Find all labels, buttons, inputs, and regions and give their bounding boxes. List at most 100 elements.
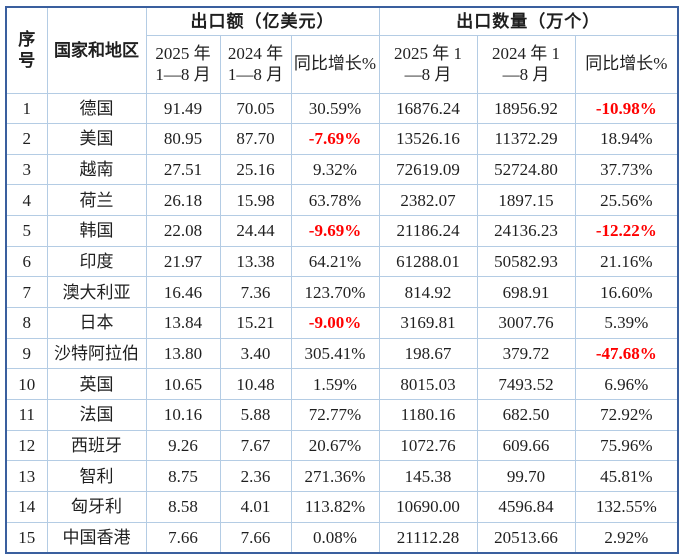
cell-value-2025: 10.16 xyxy=(145,399,221,431)
cell-qty-growth: 37.73% xyxy=(574,153,679,186)
header-qty-2024: 2024 年 1 —8 月 xyxy=(476,34,576,94)
header-group-export-quantity: 出口数量（万个） xyxy=(378,6,679,36)
table-body: 1 德国 91.49 70.05 30.59% 16876.24 18956.9… xyxy=(5,92,679,554)
cell-value-2024: 25.16 xyxy=(219,153,292,186)
cell-value-2024: 7.67 xyxy=(219,429,292,462)
cell-qty-2024: 4596.84 xyxy=(476,491,576,523)
cell-value-growth: 271.36% xyxy=(290,460,380,493)
cell-qty-growth: -47.68% xyxy=(574,337,679,370)
cell-qty-growth: 45.81% xyxy=(574,460,679,493)
cell-qty-2025: 21112.28 xyxy=(378,521,478,554)
cell-value-2025: 7.66 xyxy=(145,521,221,554)
cell-qty-2024: 50582.93 xyxy=(476,245,576,278)
cell-country: 英国 xyxy=(46,368,147,401)
cell-qty-2024: 609.66 xyxy=(476,429,576,462)
cell-country: 沙特阿拉伯 xyxy=(46,337,147,370)
cell-country: 越南 xyxy=(46,153,147,186)
cell-country: 智利 xyxy=(46,460,147,493)
cell-serial: 8 xyxy=(5,307,48,339)
cell-value-2024: 15.98 xyxy=(219,184,292,217)
cell-qty-2024: 3007.76 xyxy=(476,307,576,339)
cell-qty-2025: 1180.16 xyxy=(378,399,478,431)
cell-value-2025: 80.95 xyxy=(145,123,221,155)
header-value-2025: 2025 年 1—8 月 xyxy=(145,34,221,94)
cell-serial: 7 xyxy=(5,276,48,309)
table-row: 10 英国 10.65 10.48 1.59% 8015.03 7493.52 … xyxy=(5,368,679,401)
table-row: 15 中国香港 7.66 7.66 0.08% 21112.28 20513.6… xyxy=(5,521,679,554)
cell-serial: 10 xyxy=(5,368,48,401)
cell-serial: 2 xyxy=(5,123,48,155)
cell-value-growth: -7.69% xyxy=(290,123,380,155)
cell-qty-2025: 3169.81 xyxy=(378,307,478,339)
cell-country: 荷兰 xyxy=(46,184,147,217)
cell-value-2024: 2.36 xyxy=(219,460,292,493)
cell-qty-2025: 1072.76 xyxy=(378,429,478,462)
cell-value-2025: 8.75 xyxy=(145,460,221,493)
cell-value-2024: 24.44 xyxy=(219,215,292,247)
cell-serial: 14 xyxy=(5,491,48,523)
table-row: 1 德国 91.49 70.05 30.59% 16876.24 18956.9… xyxy=(5,92,679,125)
cell-value-2024: 7.66 xyxy=(219,521,292,554)
table-header: 序 号 国家和地区 出口额（亿美元） 出口数量（万个） 2025 年 1—8 月… xyxy=(5,6,679,94)
cell-serial: 15 xyxy=(5,521,48,554)
cell-qty-growth: -12.22% xyxy=(574,215,679,247)
cell-value-2025: 91.49 xyxy=(145,92,221,125)
cell-value-2025: 13.84 xyxy=(145,307,221,339)
cell-value-2025: 8.58 xyxy=(145,491,221,523)
cell-value-growth: 64.21% xyxy=(290,245,380,278)
header-group-export-value: 出口额（亿美元） xyxy=(145,6,380,36)
cell-value-growth: 305.41% xyxy=(290,337,380,370)
cell-country: 法国 xyxy=(46,399,147,431)
cell-qty-2024: 24136.23 xyxy=(476,215,576,247)
header-row-groups: 序 号 国家和地区 出口额（亿美元） 出口数量（万个） xyxy=(5,6,679,94)
cell-value-2024: 13.38 xyxy=(219,245,292,278)
header-value-2024: 2024 年 1—8 月 xyxy=(219,34,292,94)
cell-value-growth: -9.00% xyxy=(290,307,380,339)
cell-qty-2024: 20513.66 xyxy=(476,521,576,554)
cell-qty-growth: 2.92% xyxy=(574,521,679,554)
cell-qty-growth: 72.92% xyxy=(574,399,679,431)
cell-value-growth: 30.59% xyxy=(290,92,380,125)
cell-qty-2024: 52724.80 xyxy=(476,153,576,186)
cell-qty-growth: 25.56% xyxy=(574,184,679,217)
header-value-growth: 同比增长% xyxy=(290,34,380,94)
cell-qty-2025: 21186.24 xyxy=(378,215,478,247)
table-row: 14 匈牙利 8.58 4.01 113.82% 10690.00 4596.8… xyxy=(5,491,679,523)
cell-country: 德国 xyxy=(46,92,147,125)
cell-country: 美国 xyxy=(46,123,147,155)
cell-value-2024: 10.48 xyxy=(219,368,292,401)
cell-qty-2024: 379.72 xyxy=(476,337,576,370)
cell-qty-2024: 1897.15 xyxy=(476,184,576,217)
header-qty-growth: 同比增长% xyxy=(574,34,679,94)
cell-value-2025: 16.46 xyxy=(145,276,221,309)
cell-value-growth: 0.08% xyxy=(290,521,380,554)
header-serial: 序 号 xyxy=(5,6,48,94)
cell-qty-2024: 18956.92 xyxy=(476,92,576,125)
cell-serial: 9 xyxy=(5,337,48,370)
cell-qty-2025: 16876.24 xyxy=(378,92,478,125)
cell-value-2024: 87.70 xyxy=(219,123,292,155)
cell-country: 韩国 xyxy=(46,215,147,247)
cell-value-growth: 63.78% xyxy=(290,184,380,217)
table-row: 11 法国 10.16 5.88 72.77% 1180.16 682.50 7… xyxy=(5,399,679,431)
table-row: 5 韩国 22.08 24.44 -9.69% 21186.24 24136.2… xyxy=(5,215,679,247)
table-row: 9 沙特阿拉伯 13.80 3.40 305.41% 198.67 379.72… xyxy=(5,337,679,370)
cell-qty-2025: 198.67 xyxy=(378,337,478,370)
cell-value-growth: 20.67% xyxy=(290,429,380,462)
cell-qty-2025: 8015.03 xyxy=(378,368,478,401)
cell-qty-2024: 11372.29 xyxy=(476,123,576,155)
cell-value-2025: 27.51 xyxy=(145,153,221,186)
cell-qty-growth: 75.96% xyxy=(574,429,679,462)
cell-serial: 12 xyxy=(5,429,48,462)
cell-serial: 3 xyxy=(5,153,48,186)
table-row: 7 澳大利亚 16.46 7.36 123.70% 814.92 698.91 … xyxy=(5,276,679,309)
cell-value-2025: 9.26 xyxy=(145,429,221,462)
export-statistics-table: 序 号 国家和地区 出口额（亿美元） 出口数量（万个） 2025 年 1—8 月… xyxy=(5,6,680,554)
cell-qty-growth: 21.16% xyxy=(574,245,679,278)
cell-value-2025: 13.80 xyxy=(145,337,221,370)
cell-qty-growth: -10.98% xyxy=(574,92,679,125)
cell-value-growth: 9.32% xyxy=(290,153,380,186)
cell-qty-growth: 132.55% xyxy=(574,491,679,523)
cell-value-2025: 10.65 xyxy=(145,368,221,401)
cell-value-growth: 1.59% xyxy=(290,368,380,401)
